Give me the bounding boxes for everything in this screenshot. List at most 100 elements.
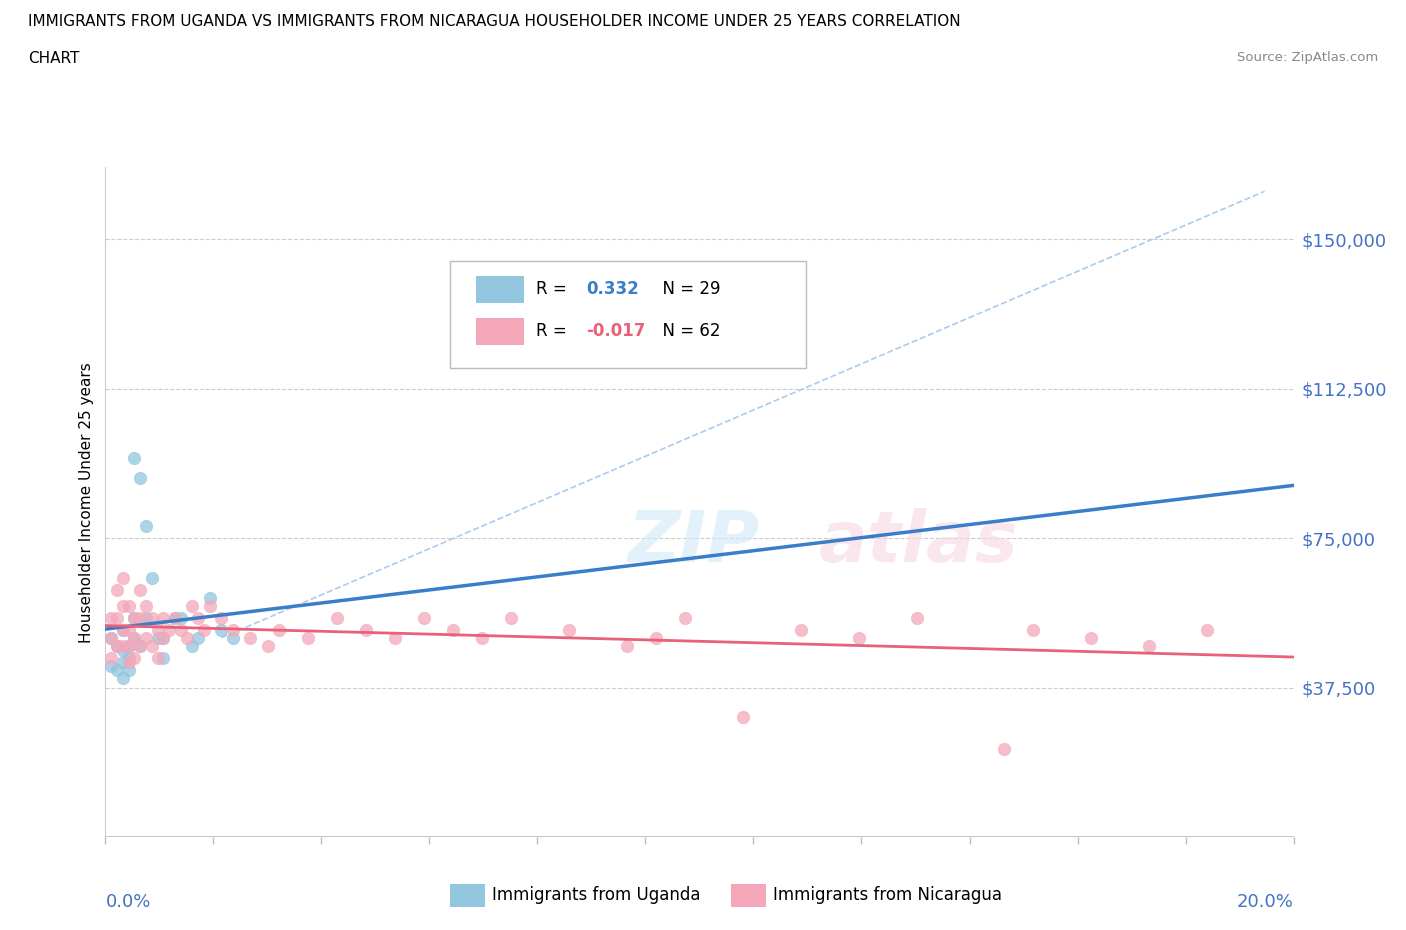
Point: [105, 582, 128, 597]
Point: [187, 610, 209, 625]
Point: [209, 622, 232, 637]
Text: Immigrants from Nicaragua: Immigrants from Nicaragua: [773, 885, 1002, 904]
Point: [170, 622, 193, 637]
Point: [176, 631, 198, 645]
Text: N = 29: N = 29: [652, 280, 720, 299]
Point: [384, 631, 406, 645]
Point: [222, 622, 245, 637]
Point: [146, 650, 169, 665]
Point: [163, 610, 186, 625]
Point: [905, 610, 928, 625]
Text: ZIP: ZIP: [628, 508, 761, 577]
Point: [141, 610, 163, 625]
Point: [198, 598, 221, 613]
Point: [170, 610, 193, 625]
Point: [141, 638, 163, 653]
Text: 0.0%: 0.0%: [105, 893, 150, 910]
Point: [152, 631, 174, 645]
Point: [558, 622, 581, 637]
Point: [222, 631, 245, 645]
Point: [129, 638, 152, 653]
Point: [129, 610, 152, 625]
Point: [198, 591, 221, 605]
Point: [124, 631, 146, 645]
Point: [111, 622, 134, 637]
Text: Source: ZipAtlas.com: Source: ZipAtlas.com: [1237, 51, 1378, 64]
Point: [105, 638, 128, 653]
Point: [146, 622, 169, 637]
Point: [354, 622, 377, 637]
Point: [848, 631, 870, 645]
Text: 0.332: 0.332: [586, 280, 640, 299]
Point: [117, 638, 139, 653]
Point: [129, 582, 152, 597]
Point: [135, 610, 157, 625]
Point: [993, 742, 1015, 757]
Point: [117, 622, 139, 637]
Point: [111, 598, 134, 613]
Point: [790, 622, 813, 637]
Point: [124, 610, 146, 625]
Point: [117, 654, 139, 669]
Point: [129, 471, 152, 485]
Point: [152, 631, 174, 645]
Point: [105, 662, 128, 677]
FancyBboxPatch shape: [450, 261, 807, 368]
Point: [111, 570, 134, 585]
Point: [209, 610, 232, 625]
Text: 20.0%: 20.0%: [1237, 893, 1294, 910]
Point: [111, 671, 134, 685]
Point: [105, 610, 128, 625]
Point: [135, 598, 157, 613]
Point: [124, 451, 146, 466]
Text: IMMIGRANTS FROM UGANDA VS IMMIGRANTS FROM NICARAGUA HOUSEHOLDER INCOME UNDER 25 : IMMIGRANTS FROM UGANDA VS IMMIGRANTS FRO…: [28, 14, 960, 29]
Point: [141, 570, 163, 585]
Point: [297, 631, 319, 645]
Point: [181, 598, 204, 613]
Point: [269, 622, 291, 637]
Text: -0.017: -0.017: [586, 323, 645, 340]
Y-axis label: Householder Income Under 25 years: Householder Income Under 25 years: [79, 362, 94, 643]
Point: [673, 610, 696, 625]
Point: [616, 638, 638, 653]
Point: [471, 631, 494, 645]
Point: [129, 638, 152, 653]
Text: R =: R =: [536, 323, 571, 340]
Point: [501, 610, 523, 625]
Point: [100, 631, 122, 645]
Point: [111, 643, 134, 658]
Point: [187, 631, 209, 645]
Point: [1137, 638, 1160, 653]
Point: [239, 631, 262, 645]
Point: [256, 638, 278, 653]
Point: [181, 638, 204, 653]
Point: [146, 631, 169, 645]
Point: [1080, 631, 1102, 645]
FancyBboxPatch shape: [477, 276, 523, 302]
Point: [117, 638, 139, 653]
Point: [163, 610, 186, 625]
Point: [124, 610, 146, 625]
Point: [111, 654, 134, 669]
Point: [1022, 622, 1045, 637]
Text: R =: R =: [536, 280, 571, 299]
Point: [100, 610, 122, 625]
Point: [124, 631, 146, 645]
Point: [105, 638, 128, 653]
Point: [100, 631, 122, 645]
Point: [135, 631, 157, 645]
Point: [152, 610, 174, 625]
Point: [135, 519, 157, 534]
Text: Immigrants from Uganda: Immigrants from Uganda: [492, 885, 700, 904]
Point: [100, 658, 122, 673]
Point: [117, 662, 139, 677]
Point: [413, 610, 436, 625]
Point: [645, 631, 668, 645]
Point: [326, 610, 349, 625]
Point: [1195, 622, 1218, 637]
Point: [152, 650, 174, 665]
FancyBboxPatch shape: [477, 318, 523, 345]
Point: [100, 650, 122, 665]
Point: [117, 650, 139, 665]
Point: [111, 638, 134, 653]
